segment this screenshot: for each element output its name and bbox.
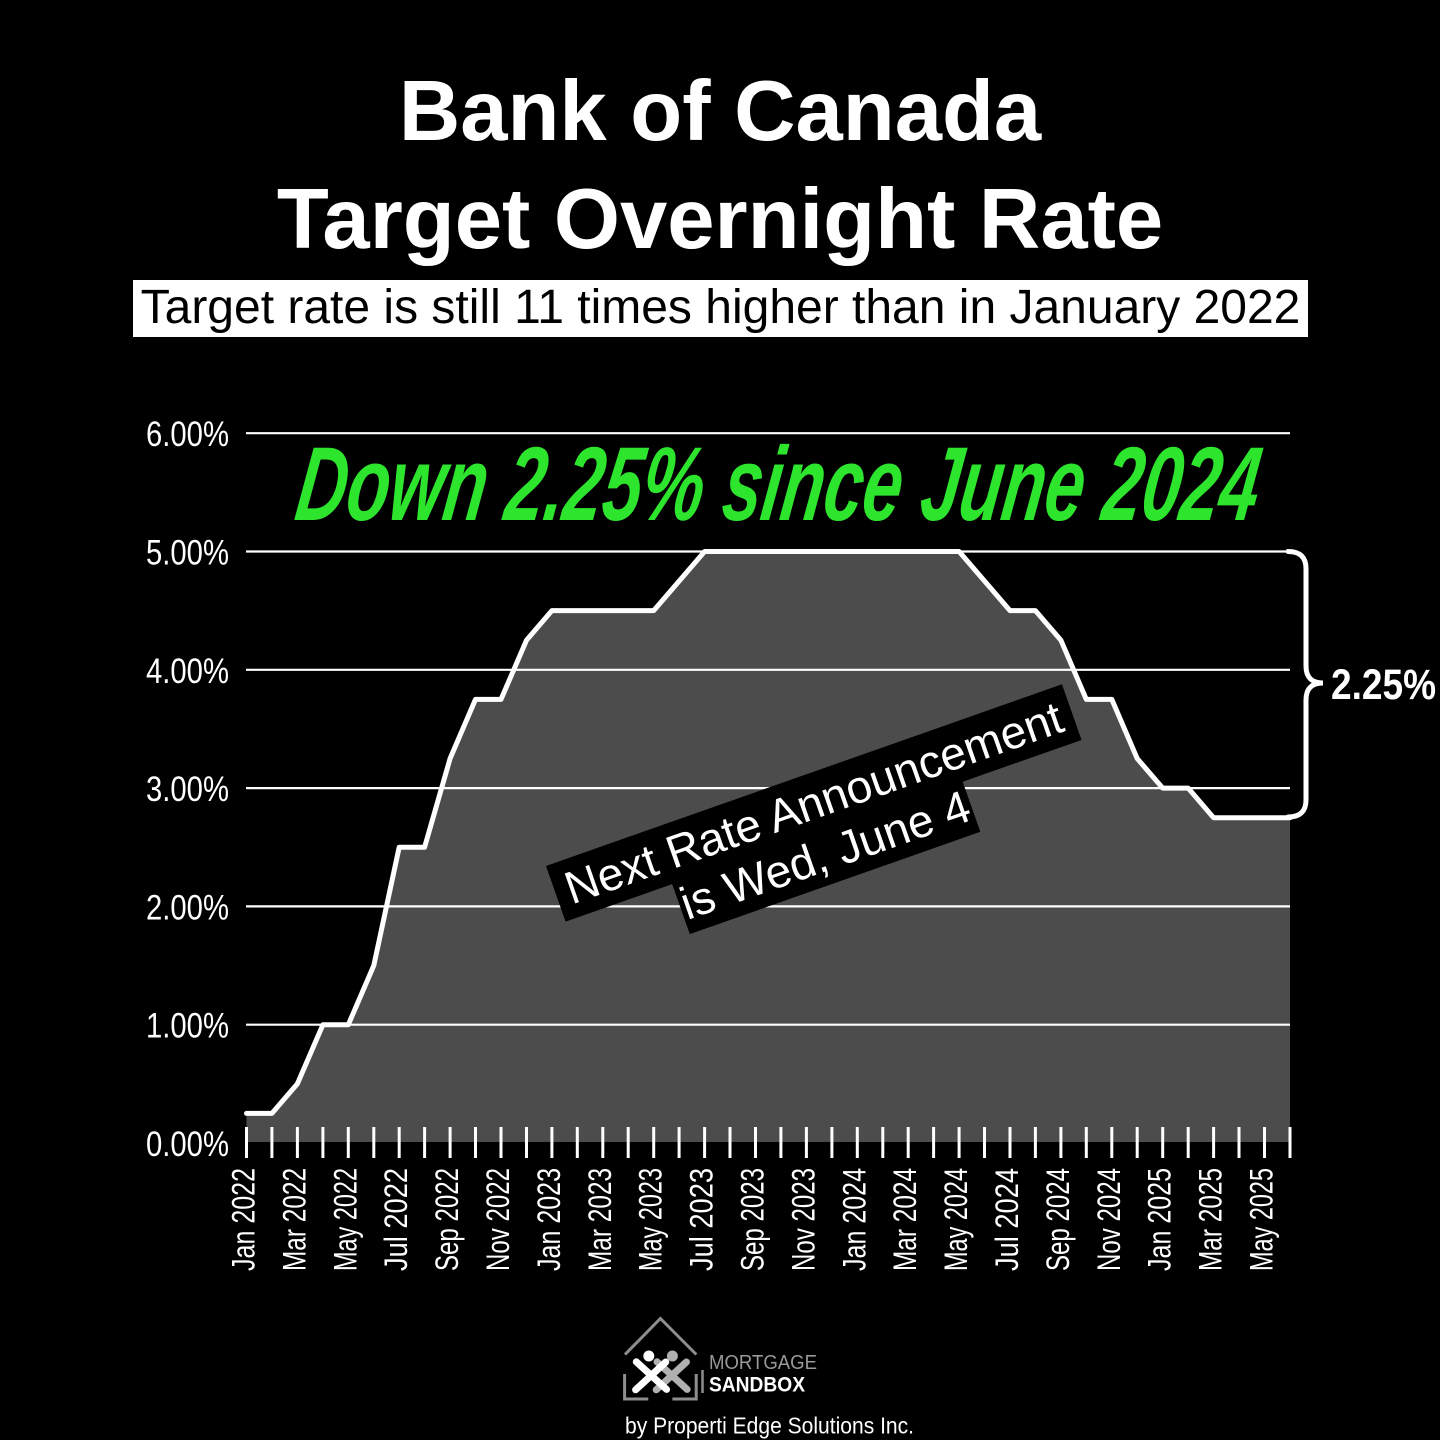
svg-text:5.00%: 5.00% [146, 533, 229, 573]
svg-text:Jan 2025: Jan 2025 [1142, 1168, 1178, 1271]
svg-text:6.00%: 6.00% [146, 414, 229, 454]
svg-text:Mar 2024: Mar 2024 [887, 1168, 923, 1271]
svg-text:SANDBOX: SANDBOX [709, 1374, 805, 1397]
svg-text:Jul 2023: Jul 2023 [684, 1168, 720, 1271]
svg-text:Jul 2022: Jul 2022 [378, 1168, 414, 1271]
svg-text:Nov 2023: Nov 2023 [785, 1168, 821, 1271]
svg-text:May 2022: May 2022 [327, 1168, 363, 1271]
svg-text:Mar 2025: Mar 2025 [1193, 1168, 1229, 1271]
svg-text:Nov 2024: Nov 2024 [1091, 1168, 1127, 1271]
svg-text:1.00%: 1.00% [146, 1006, 229, 1046]
svg-text:Sep 2024: Sep 2024 [1040, 1168, 1076, 1271]
svg-text:4.00%: 4.00% [146, 651, 229, 691]
svg-text:0.00%: 0.00% [146, 1124, 229, 1164]
svg-text:Nov 2022: Nov 2022 [480, 1168, 516, 1271]
svg-text:May 2023: May 2023 [633, 1168, 669, 1271]
svg-text:Down 2.25% since June 2024: Down 2.25% since June 2024 [290, 425, 1269, 542]
svg-text:May 2024: May 2024 [938, 1168, 974, 1271]
svg-text:2.25%: 2.25% [1331, 661, 1436, 709]
svg-text:Jan 2024: Jan 2024 [836, 1168, 872, 1271]
svg-text:May 2025: May 2025 [1244, 1168, 1280, 1271]
svg-text:Sep 2022: Sep 2022 [429, 1168, 465, 1271]
svg-text:Jan 2022: Jan 2022 [226, 1168, 262, 1271]
svg-text:Mar 2023: Mar 2023 [582, 1168, 618, 1271]
svg-text:Sep 2023: Sep 2023 [735, 1168, 771, 1271]
svg-text:Mar 2022: Mar 2022 [276, 1168, 312, 1271]
svg-text:Jan 2023: Jan 2023 [531, 1168, 567, 1271]
svg-text:3.00%: 3.00% [146, 769, 229, 809]
svg-text:MORTGAGE: MORTGAGE [709, 1352, 817, 1374]
svg-text:by Properti Edge Solutions Inc: by Properti Edge Solutions Inc. [625, 1413, 914, 1439]
svg-text:2.00%: 2.00% [146, 887, 229, 927]
svg-text:Jul 2024: Jul 2024 [989, 1168, 1025, 1271]
